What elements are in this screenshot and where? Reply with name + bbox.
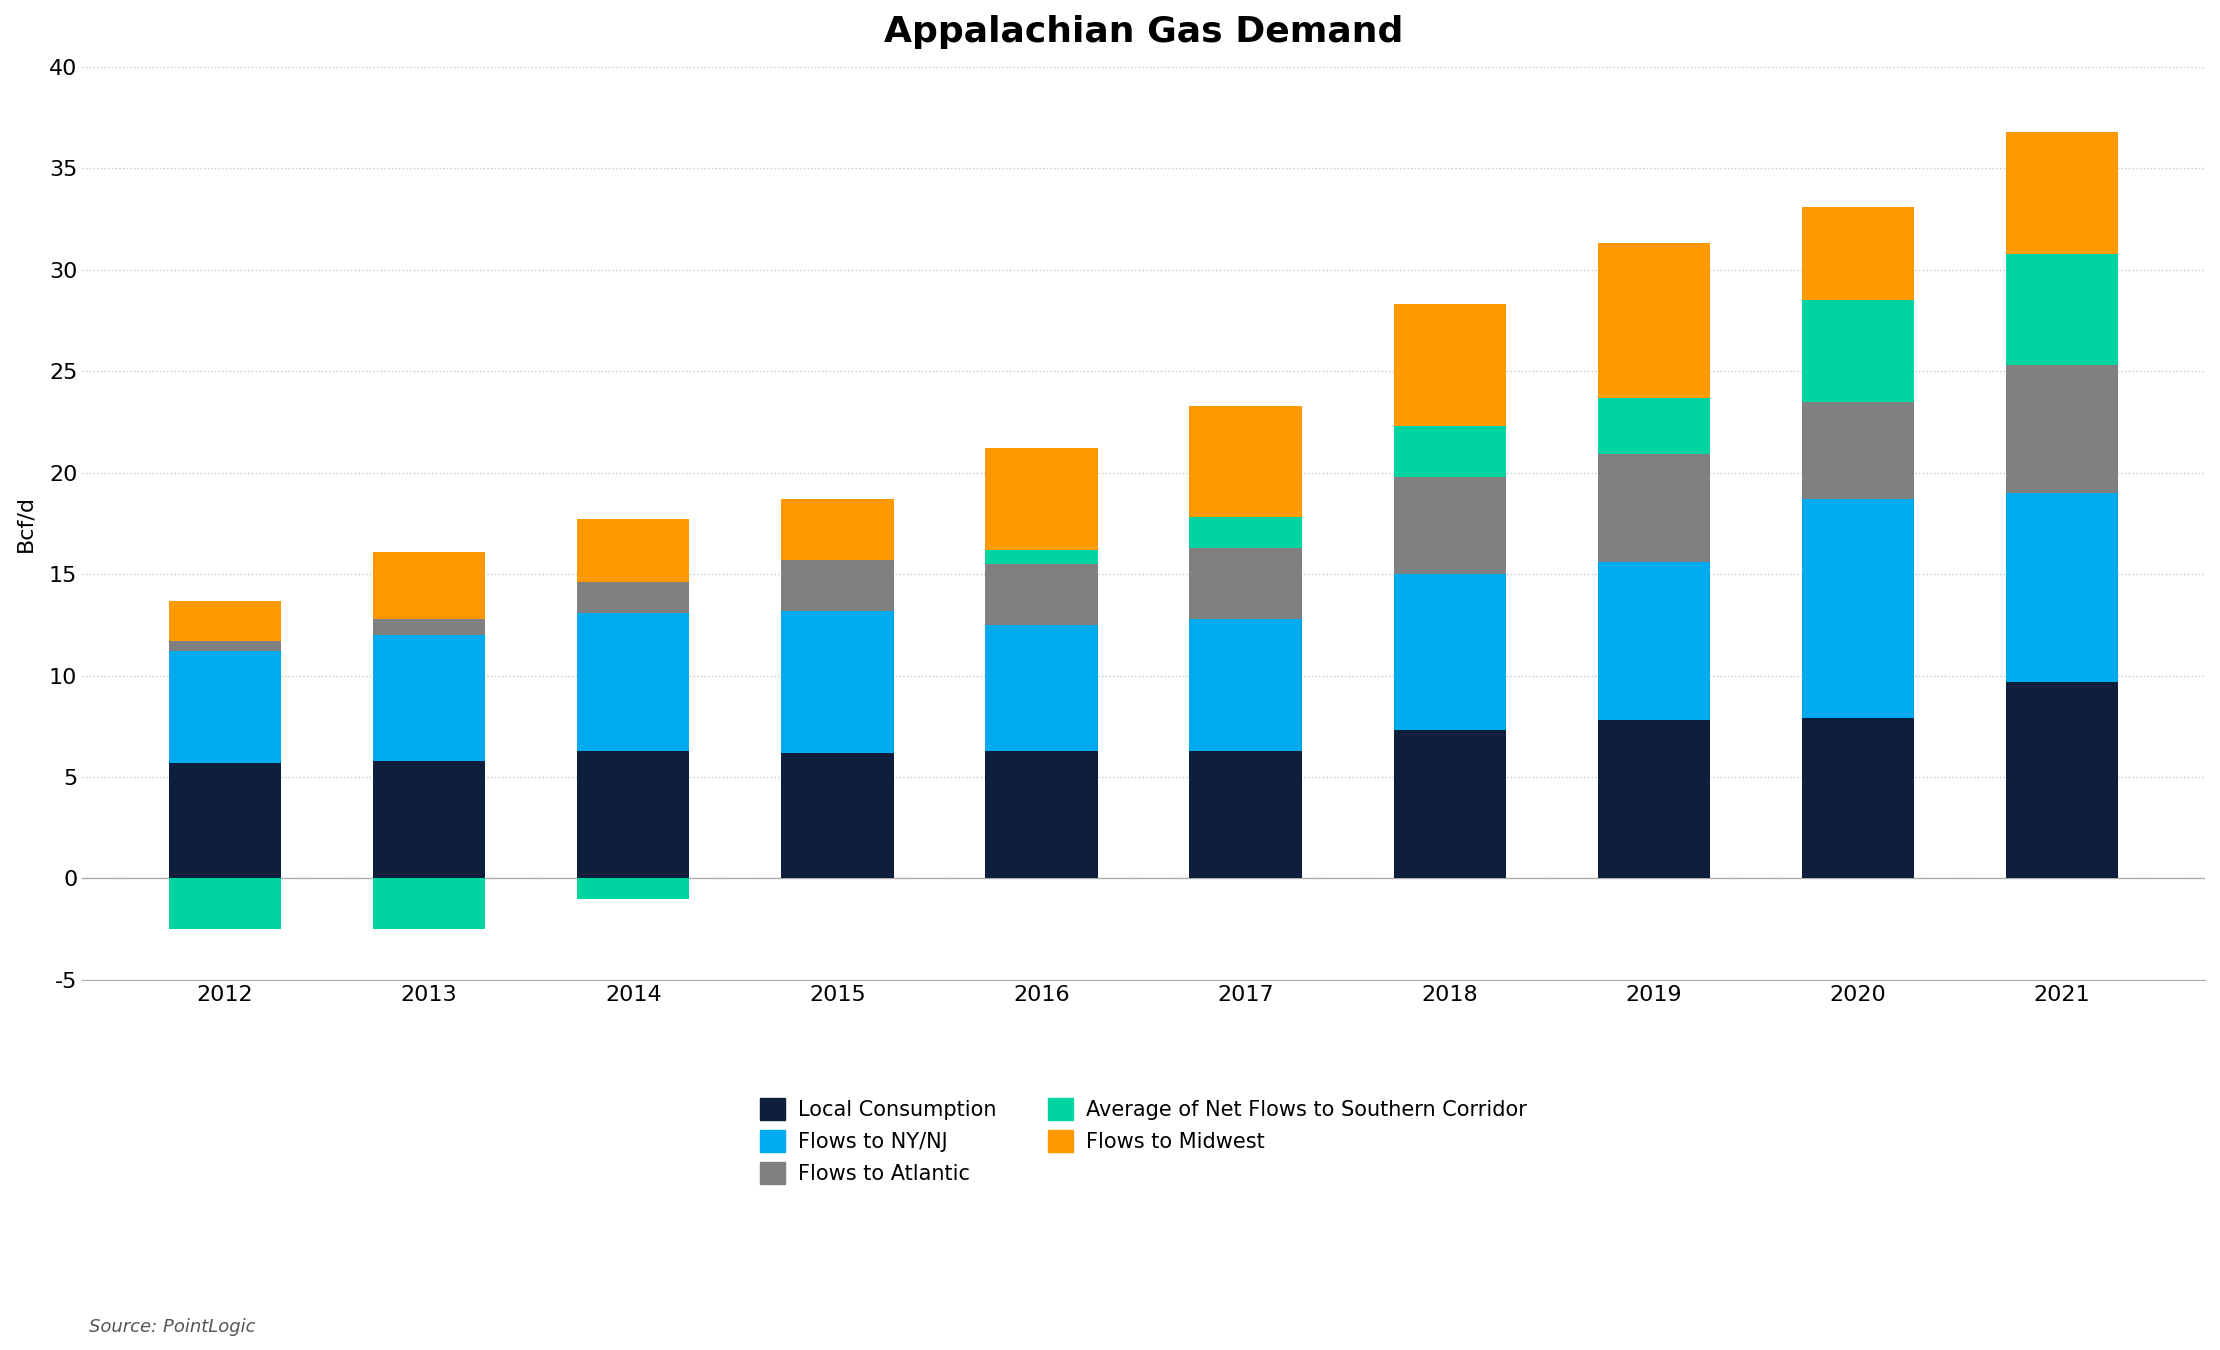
Y-axis label: Bcf/d: Bcf/d xyxy=(16,495,36,552)
Bar xyxy=(169,641,282,651)
Bar xyxy=(577,582,690,613)
Bar xyxy=(1190,517,1301,548)
Title: Appalachian Gas Demand: Appalachian Gas Demand xyxy=(884,15,1403,49)
Bar xyxy=(373,552,486,618)
Bar xyxy=(1803,300,1914,402)
Text: Source: PointLogic: Source: PointLogic xyxy=(89,1319,255,1336)
Bar xyxy=(986,564,1097,625)
Bar xyxy=(781,753,892,879)
Bar xyxy=(1394,304,1505,427)
Legend: Local Consumption, Flows to NY/NJ, Flows to Atlantic, Average of Net Flows to So: Local Consumption, Flows to NY/NJ, Flows… xyxy=(744,1081,1543,1202)
Bar xyxy=(1598,398,1709,455)
Bar xyxy=(1394,574,1505,730)
Bar xyxy=(986,751,1097,879)
Bar xyxy=(1803,500,1914,718)
Bar xyxy=(1394,427,1505,477)
Bar xyxy=(986,448,1097,549)
Bar xyxy=(169,879,282,929)
Bar xyxy=(2007,254,2118,366)
Bar xyxy=(169,601,282,641)
Bar xyxy=(373,879,486,929)
Bar xyxy=(2007,132,2118,254)
Bar xyxy=(373,634,486,761)
Bar xyxy=(781,560,892,610)
Bar xyxy=(169,763,282,879)
Bar xyxy=(1190,548,1301,618)
Bar xyxy=(1598,243,1709,398)
Bar xyxy=(2007,366,2118,493)
Bar xyxy=(1803,718,1914,879)
Bar xyxy=(1394,477,1505,574)
Bar xyxy=(1803,207,1914,300)
Bar xyxy=(1598,562,1709,720)
Bar xyxy=(1190,618,1301,751)
Bar xyxy=(373,761,486,879)
Bar xyxy=(577,751,690,879)
Bar xyxy=(169,651,282,763)
Bar xyxy=(1190,751,1301,879)
Bar xyxy=(577,879,690,899)
Bar xyxy=(781,610,892,753)
Bar xyxy=(373,618,486,634)
Bar xyxy=(986,549,1097,564)
Bar xyxy=(2007,682,2118,879)
Bar xyxy=(1190,406,1301,517)
Bar xyxy=(781,500,892,560)
Bar xyxy=(577,613,690,751)
Bar xyxy=(1394,730,1505,879)
Bar xyxy=(1803,402,1914,500)
Bar xyxy=(1598,720,1709,879)
Bar xyxy=(986,625,1097,751)
Bar xyxy=(577,520,690,582)
Bar xyxy=(2007,493,2118,682)
Bar xyxy=(1598,455,1709,562)
